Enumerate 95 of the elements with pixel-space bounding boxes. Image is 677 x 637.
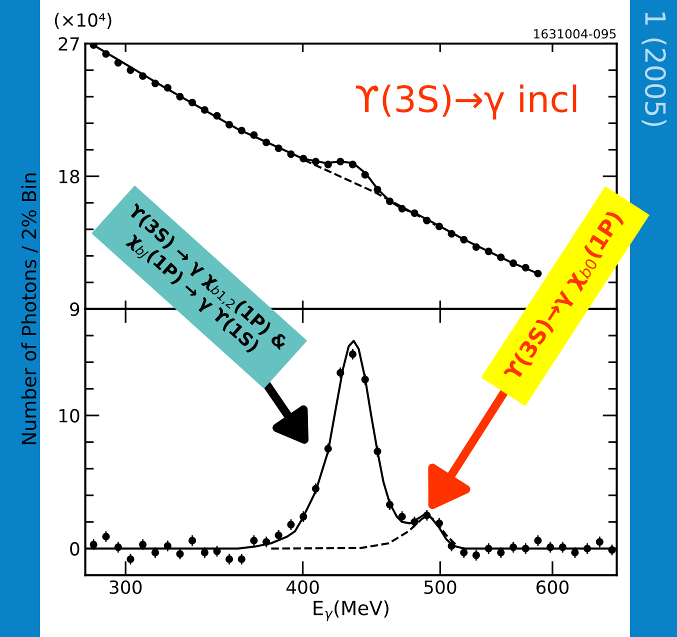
point — [571, 548, 579, 556]
point — [126, 555, 134, 564]
point — [374, 186, 382, 194]
x-tick-label: 500 — [424, 580, 456, 594]
point — [386, 500, 394, 508]
point — [558, 543, 566, 552]
point — [213, 112, 221, 120]
point — [324, 444, 332, 453]
point — [608, 546, 616, 554]
point — [102, 532, 110, 540]
point — [361, 170, 369, 179]
point — [522, 264, 530, 272]
y-tick-label: 10 — [59, 408, 80, 423]
point — [448, 230, 456, 238]
point — [287, 520, 295, 528]
point — [114, 58, 122, 67]
point — [423, 511, 431, 520]
point — [164, 542, 172, 550]
point — [484, 248, 492, 256]
point — [448, 542, 456, 550]
point — [398, 512, 406, 520]
point — [361, 376, 369, 384]
point — [509, 543, 518, 552]
point — [274, 531, 282, 540]
y-tick-label: 0 — [70, 542, 80, 556]
point — [423, 216, 431, 224]
point — [522, 544, 530, 552]
x-axis-title: E$_{γ}$(MeV) — [314, 600, 388, 622]
point — [188, 98, 196, 106]
point — [300, 512, 308, 520]
point — [274, 144, 282, 152]
point — [324, 160, 332, 168]
point — [176, 92, 184, 101]
y-tick-label: 27 — [58, 37, 79, 50]
point — [250, 131, 258, 139]
point — [262, 138, 270, 146]
point — [497, 254, 505, 262]
text: 1 (2005) — [642, 12, 666, 126]
y-tick-label: 9 — [70, 302, 80, 316]
point — [348, 160, 357, 168]
point — [583, 544, 592, 552]
point — [225, 120, 234, 129]
point — [200, 548, 208, 556]
point — [596, 538, 604, 546]
point — [238, 555, 246, 564]
x-tick-label: 600 — [536, 580, 569, 594]
point — [138, 540, 147, 548]
point — [164, 84, 172, 92]
point — [126, 66, 134, 74]
point — [484, 544, 492, 552]
point — [534, 270, 542, 278]
point — [312, 484, 320, 492]
point — [312, 158, 320, 166]
point — [336, 158, 344, 166]
point — [410, 209, 418, 217]
y-tick-label: 18 — [59, 170, 80, 184]
point — [238, 126, 246, 134]
point — [460, 548, 468, 556]
point — [497, 548, 505, 556]
text: (×10⁴) — [54, 12, 112, 29]
point — [460, 236, 468, 244]
point — [102, 50, 110, 58]
point — [151, 80, 160, 88]
point — [534, 536, 542, 544]
point — [188, 536, 196, 544]
point — [410, 518, 418, 526]
point — [114, 543, 122, 552]
point — [336, 369, 344, 377]
annotation: ϒ(3S)→γ incl — [356, 84, 576, 120]
text: ϒ(3S) → γ χ$_{b1,2}$(1P) & χ$_{bJ}$(1P) → γ ϒ(1S) — [125, 203, 290, 354]
point — [546, 543, 554, 552]
point — [138, 72, 147, 80]
point — [435, 222, 444, 230]
point — [435, 519, 444, 528]
point — [300, 154, 308, 162]
point — [225, 555, 234, 564]
x-tick-label: 300 — [110, 580, 142, 594]
point — [176, 550, 184, 558]
point — [348, 350, 357, 358]
point — [287, 150, 295, 158]
text: 1631004-095 — [534, 29, 616, 39]
point — [374, 448, 382, 456]
y-axis-title: Number of Photons / 2% Bin — [21, 174, 38, 444]
annotation: ϒ(3S)→γ χ$_{b0}$(1P) — [502, 209, 627, 384]
point — [262, 538, 270, 546]
point — [90, 540, 98, 548]
point — [200, 106, 208, 114]
point — [386, 198, 394, 206]
point — [151, 548, 160, 556]
point — [398, 204, 406, 213]
point — [250, 536, 258, 544]
point — [472, 551, 480, 560]
point — [509, 259, 518, 268]
x-tick-label: 400 — [286, 580, 319, 594]
point — [472, 243, 480, 251]
